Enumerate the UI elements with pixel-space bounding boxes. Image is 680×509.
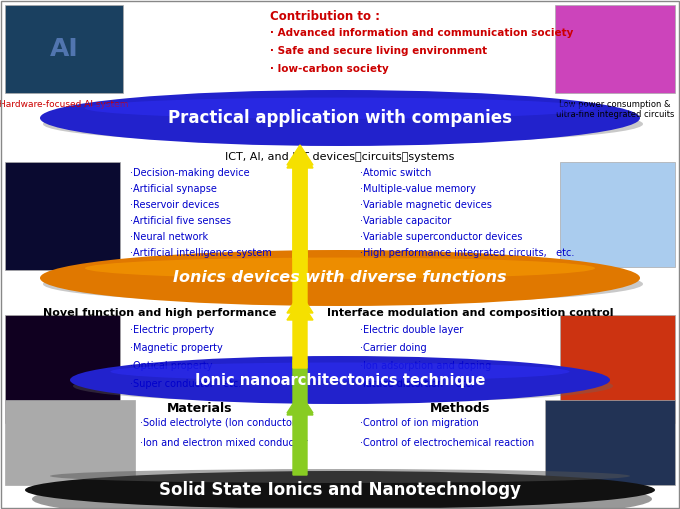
Ellipse shape <box>40 90 640 146</box>
Text: ·Ion and electron mixed conductor: ·Ion and electron mixed conductor <box>140 438 307 448</box>
FancyBboxPatch shape <box>5 5 123 93</box>
Text: Hardware-focused AI system: Hardware-focused AI system <box>0 100 129 109</box>
Text: Ionics devices with diverse functions: Ionics devices with diverse functions <box>173 270 507 286</box>
Text: ·Variable superconductor devices: ·Variable superconductor devices <box>360 232 522 242</box>
Text: ·Carrier doing: ·Carrier doing <box>360 343 426 353</box>
Text: ·Optical property: ·Optical property <box>130 361 212 371</box>
Text: ·Artificial synapse: ·Artificial synapse <box>130 184 217 194</box>
Text: ·Control of electrochemical reaction: ·Control of electrochemical reaction <box>360 438 534 448</box>
Ellipse shape <box>32 477 652 509</box>
FancyBboxPatch shape <box>555 5 675 93</box>
Ellipse shape <box>110 362 570 381</box>
Text: ·Electric property: ·Electric property <box>130 325 214 335</box>
Text: · Safe and secure living environment: · Safe and secure living environment <box>270 46 487 56</box>
Text: ·Artificial intelligence system: ·Artificial intelligence system <box>130 248 272 258</box>
Text: AI: AI <box>50 37 78 61</box>
Text: Materials: Materials <box>167 402 233 415</box>
FancyBboxPatch shape <box>5 400 135 485</box>
Polygon shape <box>287 253 313 320</box>
Text: ·Variable capacitor: ·Variable capacitor <box>360 216 452 226</box>
Text: ·Super conductor   etc.: ·Super conductor etc. <box>130 379 241 389</box>
Text: ·Atomic switch: ·Atomic switch <box>360 168 431 178</box>
Text: ·Electric double layer: ·Electric double layer <box>360 325 463 335</box>
Text: ·Control of ion migration: ·Control of ion migration <box>360 418 479 428</box>
Text: ·Decision-making device: ·Decision-making device <box>130 168 250 178</box>
Text: Solid State Ionics and Nanotechnology: Solid State Ionics and Nanotechnology <box>159 481 521 499</box>
Ellipse shape <box>25 471 655 509</box>
Ellipse shape <box>70 356 610 404</box>
Text: ·Multiple-value memory: ·Multiple-value memory <box>360 184 476 194</box>
Text: · Advanced information and communication society: · Advanced information and communication… <box>270 28 573 38</box>
FancyBboxPatch shape <box>560 162 675 267</box>
Text: ·lattice distortion    etc.: ·lattice distortion etc. <box>360 379 474 389</box>
Ellipse shape <box>43 264 643 303</box>
Text: Novel function and high performance: Novel function and high performance <box>44 308 277 318</box>
Text: ·Variable magnetic devices: ·Variable magnetic devices <box>360 200 492 210</box>
Text: ·Solid electrolyte (Ion conductor): ·Solid electrolyte (Ion conductor) <box>140 418 300 428</box>
Text: ·High performance integrated circuits,   etc.: ·High performance integrated circuits, e… <box>360 248 575 258</box>
Text: Low power consumption &
ultra-fine integrated circuits: Low power consumption & ultra-fine integ… <box>556 100 674 120</box>
Ellipse shape <box>85 258 595 279</box>
FancyBboxPatch shape <box>545 400 675 485</box>
Polygon shape <box>287 393 313 475</box>
Ellipse shape <box>50 469 630 483</box>
Text: Methods: Methods <box>430 402 490 415</box>
Polygon shape <box>287 148 313 258</box>
Text: Ionic nanoarchitectonics technique: Ionic nanoarchitectonics technique <box>194 373 486 387</box>
FancyBboxPatch shape <box>560 315 675 423</box>
FancyBboxPatch shape <box>5 315 120 423</box>
Ellipse shape <box>73 369 613 403</box>
FancyBboxPatch shape <box>5 162 120 270</box>
Polygon shape <box>287 293 313 368</box>
Text: · low-carbon society: · low-carbon society <box>270 64 389 74</box>
Text: ·Ion adsorption and doping: ·Ion adsorption and doping <box>360 361 491 371</box>
Text: Interface modulation and composition control: Interface modulation and composition con… <box>327 308 613 318</box>
Ellipse shape <box>40 250 640 306</box>
Text: ICT, AI, and IoT devices・circuits・systems: ICT, AI, and IoT devices・circuits・system… <box>225 152 455 162</box>
Polygon shape <box>287 360 313 415</box>
Ellipse shape <box>43 104 643 144</box>
Text: ·Reservoir devices: ·Reservoir devices <box>130 200 219 210</box>
Text: ·Neural network: ·Neural network <box>130 232 208 242</box>
Text: Contribution to :: Contribution to : <box>270 10 380 23</box>
Text: ·Magnetic property: ·Magnetic property <box>130 343 223 353</box>
Polygon shape <box>287 145 313 275</box>
Text: Practical application with companies: Practical application with companies <box>168 109 512 127</box>
Ellipse shape <box>85 98 595 119</box>
Text: ·Artificial five senses: ·Artificial five senses <box>130 216 231 226</box>
